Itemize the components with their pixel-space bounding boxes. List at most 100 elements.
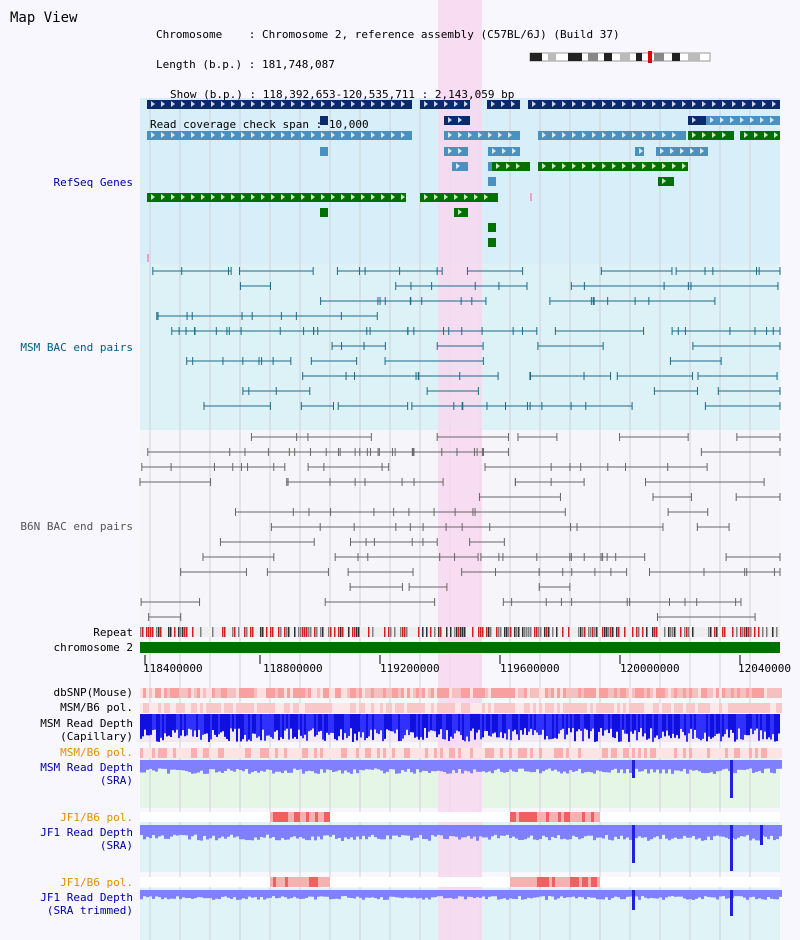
depth-bar [400, 714, 402, 741]
depth-bar [503, 825, 506, 836]
gene-strand-arrow [774, 132, 778, 138]
depth-bar [332, 760, 335, 773]
depth-bar [221, 760, 224, 773]
depth-bar [371, 890, 374, 898]
gene-strand-arrow [458, 148, 462, 154]
repeat-mark [500, 627, 502, 637]
depth-bar [329, 890, 332, 900]
depth-bar [380, 890, 383, 898]
track-label-msm-depth-sra[interactable]: MSM Read Depth (SRA) [40, 761, 133, 787]
track-label-b6n-bac[interactable]: B6N BAC end pairs [20, 520, 133, 533]
dbsnp-cell [680, 688, 683, 698]
msm-pol-cell [146, 703, 149, 713]
depth-bar [377, 760, 380, 770]
jf1-pol2-cell [312, 877, 315, 887]
repeat-mark [578, 627, 580, 637]
track-label-jf1-b6-pol-1[interactable]: JF1/B6 pol. [60, 811, 133, 824]
dbsnp-cell [773, 688, 776, 698]
repeat-mark [606, 627, 608, 637]
msm-pol2-cell [578, 748, 581, 758]
depth-bar [305, 890, 308, 898]
repeat-mark [722, 627, 724, 637]
repeat-mark [288, 627, 290, 637]
depth-bar [431, 825, 434, 836]
dbsnp-cell [362, 688, 365, 698]
depth-bar [371, 760, 374, 770]
depth-bar [670, 714, 672, 739]
msm-pol2-cell [620, 748, 623, 758]
track-label-dbsnp[interactable]: dbSNP(Mouse) [53, 686, 133, 699]
msm-pol2-cell [605, 748, 608, 758]
depth-bar [634, 714, 636, 731]
msm-pol2-cell [623, 748, 626, 758]
msm-pol2-cell [317, 748, 320, 758]
depth-bar [238, 714, 240, 729]
depth-bar [386, 714, 388, 730]
depth-bar [356, 890, 359, 897]
gene-strand-arrow [161, 132, 165, 138]
depth-bar [452, 760, 455, 771]
depth-bar [143, 760, 146, 773]
depth-bar [563, 890, 566, 898]
depth-bar [227, 760, 230, 769]
gene-strand-arrow [221, 194, 225, 200]
depth-bar [720, 714, 722, 742]
dbsnp-cell [326, 688, 329, 698]
refseq-gene [444, 116, 470, 125]
depth-bar [173, 825, 176, 835]
depth-bar [509, 890, 512, 899]
msm-pol-cell [323, 703, 326, 713]
dbsnp-cell [746, 688, 749, 698]
depth-bar [164, 760, 167, 769]
depth-bar [278, 760, 281, 772]
gene-strand-arrow [732, 101, 736, 107]
depth-bar [194, 760, 197, 774]
depth-bar [341, 825, 344, 841]
ideogram-band [672, 53, 680, 61]
track-label-msm-bac[interactable]: MSM BAC end pairs [20, 341, 133, 354]
msm-pol2-cell [647, 748, 650, 758]
depth-bar [764, 760, 767, 769]
track-label-jf1-depth-trim[interactable]: JF1 Read Depth (SRA trimmed) [40, 891, 133, 917]
jf1-pol2-cell [558, 877, 561, 887]
track-label-refseq-genes[interactable]: RefSeq Genes [53, 176, 133, 189]
dbsnp-cell [734, 688, 737, 698]
msm-pol2-cell [545, 748, 548, 758]
dbsnp-cell [701, 688, 704, 698]
depth-bar [461, 890, 464, 897]
depth-bar [588, 714, 590, 739]
jf1-pol-cell [540, 812, 543, 822]
repeat-mark [688, 627, 690, 637]
gene-strand-arrow [562, 132, 566, 138]
track-label-msm-b6-pol-1[interactable]: MSM/B6 pol. [60, 701, 133, 714]
track-label-msm-b6-pol-2[interactable]: MSM/B6 pol. [60, 746, 133, 759]
gene-strand-arrow [231, 132, 235, 138]
depth-bar [254, 890, 257, 898]
repeat-mark [180, 627, 182, 637]
dbsnp-cell [572, 688, 575, 698]
dbsnp-cell [503, 688, 506, 698]
track-label-msm-depth-cap[interactable]: MSM Read Depth (Capillary) [40, 717, 133, 743]
depth-bar [194, 825, 197, 835]
depth-bar [644, 825, 647, 838]
depth-bar [486, 714, 488, 731]
depth-bar [668, 890, 671, 897]
depth-bar [737, 760, 740, 770]
track-label-jf1-b6-pol-2[interactable]: JF1/B6 pol. [60, 876, 133, 889]
depth-bar [384, 714, 386, 739]
gene-strand-arrow [474, 194, 478, 200]
repeat-mark [438, 627, 440, 637]
repeat-mark [440, 627, 442, 637]
track-label-jf1-depth-sra[interactable]: JF1 Read Depth (SRA) [40, 826, 133, 852]
dbsnp-cell [422, 688, 425, 698]
track-label-repeat[interactable]: Repeat [93, 626, 133, 639]
msm-pol-cell [593, 703, 596, 713]
depth-bar [620, 890, 623, 900]
jf1-pol2-cell [588, 877, 591, 887]
msm-pol-cell [536, 703, 539, 713]
depth-bar [464, 825, 467, 838]
gene-strand-arrow [221, 132, 225, 138]
depth-bar [352, 714, 354, 742]
depth-bar [695, 760, 698, 771]
